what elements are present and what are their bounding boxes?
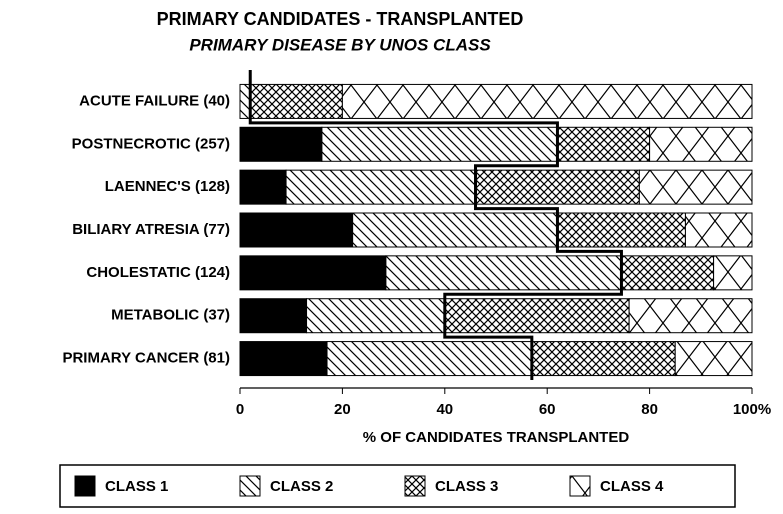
legend-label: CLASS 1 xyxy=(105,478,168,495)
bar-segment xyxy=(239,83,251,119)
y-tick-label: ACUTE FAILURE (40) xyxy=(79,92,230,109)
chart-subtitle: PRIMARY DISEASE BY UNOS CLASS xyxy=(189,35,491,54)
x-tick-label: 40 xyxy=(436,401,453,418)
bar-segment xyxy=(352,212,558,248)
legend-swatch xyxy=(74,475,96,497)
bar-segment xyxy=(674,341,753,377)
bar-segment xyxy=(638,169,753,205)
bar-segment xyxy=(285,169,477,205)
x-axis-label: % OF CANDIDATES TRANSPLANTED xyxy=(363,429,630,446)
bar-segment xyxy=(306,298,446,334)
bar-segment xyxy=(444,298,630,334)
bar-segment xyxy=(475,169,640,205)
y-tick-label: PRIMARY CANCER (81) xyxy=(62,350,230,367)
bar-segment xyxy=(385,255,622,291)
bar-segment xyxy=(341,83,753,119)
x-tick-label: 80 xyxy=(641,401,658,418)
bar-segment xyxy=(556,126,651,162)
bar-segment xyxy=(620,255,715,291)
legend-label: CLASS 4 xyxy=(600,478,664,495)
bar-segment xyxy=(531,341,676,377)
bar-segment xyxy=(239,255,387,291)
bar-segment xyxy=(713,255,753,291)
bar-segment xyxy=(649,126,753,162)
x-tick-label: 60 xyxy=(539,401,556,418)
y-tick-label: POSTNECROTIC (257) xyxy=(72,135,230,152)
bar-segment xyxy=(239,298,308,334)
legend-label: CLASS 3 xyxy=(435,478,498,495)
class-boundary-line xyxy=(248,70,623,380)
y-tick-label: BILIARY ATRESIA (77) xyxy=(72,221,230,238)
y-tick-label: LAENNEC'S (128) xyxy=(105,178,230,195)
bar-segment xyxy=(321,126,558,162)
bar-segment xyxy=(249,83,343,119)
bar-segment xyxy=(326,341,533,377)
bar-segment xyxy=(684,212,753,248)
legend-swatch xyxy=(569,475,591,497)
bar-segment xyxy=(239,212,354,248)
legend-swatch xyxy=(239,475,261,497)
legend-swatch xyxy=(404,475,426,497)
y-tick-label: CHOLESTATIC (124) xyxy=(86,264,230,281)
bar-segment xyxy=(239,126,323,162)
bar-segment xyxy=(556,212,686,248)
y-tick-label: METABOLIC (37) xyxy=(111,307,230,324)
x-tick-label: 100% xyxy=(733,401,771,418)
chart-title: PRIMARY CANDIDATES - TRANSPLANTED xyxy=(157,9,524,29)
bar-segment xyxy=(628,298,753,334)
bar-segment xyxy=(239,169,287,205)
x-tick-label: 0 xyxy=(236,401,244,418)
x-tick-label: 20 xyxy=(334,401,351,418)
legend-label: CLASS 2 xyxy=(270,478,333,495)
bar-segment xyxy=(239,341,328,377)
legend-box xyxy=(59,464,736,508)
